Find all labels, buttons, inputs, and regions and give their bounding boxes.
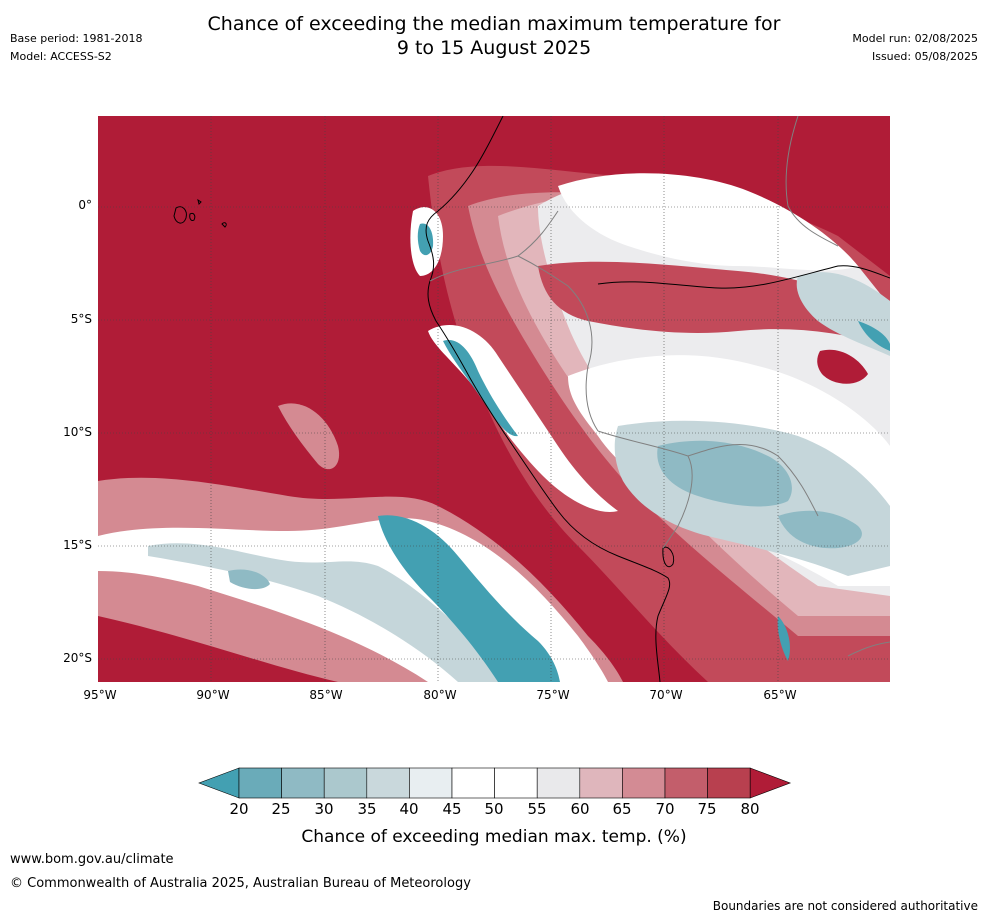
meta-left: Base period: 1981-2018 Model: ACCESS-S2: [10, 30, 142, 66]
lon-tick-85w: 85°W: [309, 688, 343, 702]
amazon-red-spot: [817, 349, 868, 384]
colorbar-label-25: 25: [271, 800, 291, 818]
lat-tick-0: 0°: [78, 198, 92, 212]
colorbar-cell: [366, 767, 410, 799]
colorbar-label-75: 75: [697, 800, 717, 818]
colorbar-title: Chance of exceeding median max. temp. (%…: [301, 827, 687, 847]
model-run: Model run: 02/08/2025: [852, 32, 978, 45]
north-ocean-pink-tongue: [278, 403, 340, 470]
colorbar-cell: [281, 767, 325, 799]
chart-title: Chance of exceeding the median maximum t…: [0, 12, 988, 60]
galapagos-islands: [173, 198, 227, 228]
colorbar-cell: [494, 767, 538, 799]
lat-tick-5s: 5°S: [70, 312, 92, 326]
colorbar-label-30: 30: [314, 800, 334, 818]
land-teal-east: [777, 616, 790, 661]
colorbar-label-20: 20: [229, 800, 249, 818]
colorbar-label-60: 60: [570, 800, 590, 818]
colorbar-cell: [323, 767, 368, 799]
colorbar-cell: [238, 767, 282, 799]
model-name: Model: ACCESS-S2: [10, 50, 112, 63]
lat-tick-15s: 15°S: [63, 538, 92, 552]
gulf-teal-spot: [417, 223, 434, 256]
country-borders: [429, 116, 890, 657]
lon-tick-65w: 65°W: [763, 688, 797, 702]
ocean-plume-teal: [378, 515, 560, 682]
lat-tick-10s: 10°S: [63, 425, 92, 439]
coastline: [425, 116, 671, 682]
colorbar-label-50: 50: [484, 800, 504, 818]
issued-date: Issued: 05/08/2025: [871, 50, 978, 63]
title-line-1: Chance of exceeding the median maximum t…: [207, 13, 781, 35]
colorbar-label-70: 70: [655, 800, 675, 818]
graticule: [98, 116, 890, 682]
colorbar: [198, 767, 792, 799]
colorbar-cell: [579, 767, 623, 799]
colorbar-cell: [707, 767, 751, 799]
land-white-zone: [558, 173, 858, 271]
colorbar-arrow-high: [749, 767, 792, 799]
footer-disclaimer: Boundaries are not considered authoritat…: [712, 899, 978, 913]
lon-tick-90w: 90°W: [196, 688, 230, 702]
lon-tick-95w: 95°W: [83, 688, 117, 702]
base-period: Base period: 1981-2018: [10, 32, 143, 45]
colorbar-cell: [622, 767, 666, 799]
ocean-plume-blue: [148, 543, 513, 682]
colorbar-cell: [451, 767, 495, 799]
lon-tick-75w: 75°W: [536, 688, 570, 702]
colorbar-cell: [536, 767, 581, 799]
title-line-2: 9 to 15 August 2025: [396, 37, 592, 59]
meta-right: Model run: 02/08/2025 Issued: 05/08/2025: [852, 30, 978, 66]
lat-tick-20s: 20°S: [63, 651, 92, 665]
lon-tick-70w: 70°W: [649, 688, 683, 702]
colorbar-label-55: 55: [527, 800, 547, 818]
colorbar-arrow-low: [198, 767, 240, 799]
caribbean-coast: [597, 265, 890, 289]
forecast-map: [98, 116, 890, 682]
colorbar-label-35: 35: [357, 800, 377, 818]
amazon-blue-patch: [796, 272, 890, 356]
lake-titicaca: [662, 546, 675, 568]
galapagos-plume-blue: [228, 569, 270, 590]
footer-url[interactable]: www.bom.gov.au/climate: [10, 852, 174, 867]
colorbar-cell: [664, 767, 708, 799]
amazon-teal-patch: [858, 321, 890, 351]
colorbar-label-80: 80: [740, 800, 760, 818]
land-mid-blue-east: [778, 510, 862, 549]
lon-tick-80w: 80°W: [423, 688, 457, 702]
colorbar-label-65: 65: [612, 800, 632, 818]
footer-copyright: © Commonwealth of Australia 2025, Austra…: [10, 876, 471, 891]
colorbar-label-40: 40: [399, 800, 419, 818]
colorbar-label-45: 45: [442, 800, 462, 818]
map-panel: [98, 116, 890, 682]
colorbar-cell: [409, 767, 453, 799]
